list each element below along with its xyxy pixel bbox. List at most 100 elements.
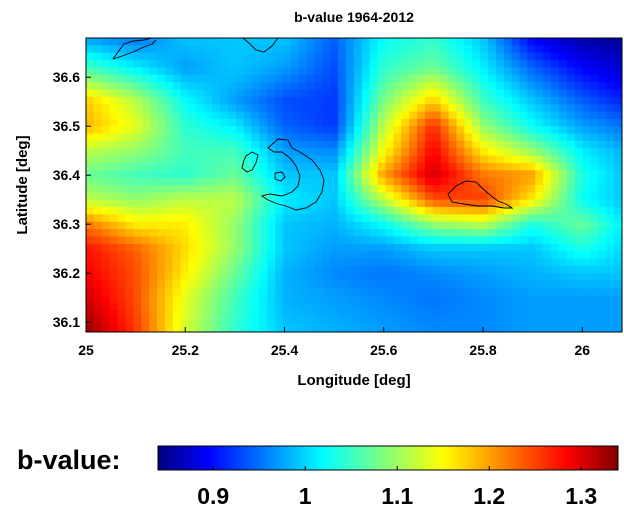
heatmap-cell bbox=[456, 178, 464, 186]
heatmap-cell bbox=[590, 126, 598, 134]
heatmap-cell bbox=[275, 214, 283, 222]
heatmap-cell bbox=[441, 281, 449, 289]
heatmap-cell bbox=[559, 288, 567, 296]
heatmap-cell bbox=[606, 207, 614, 215]
heatmap-cell bbox=[291, 310, 299, 318]
heatmap-cell bbox=[598, 60, 606, 68]
heatmap-cell bbox=[236, 266, 244, 274]
heatmap-cell bbox=[299, 273, 307, 281]
heatmap-cell bbox=[598, 148, 606, 156]
heatmap-cell bbox=[267, 222, 275, 230]
heatmap-cell bbox=[141, 170, 149, 178]
heatmap-cell bbox=[133, 60, 141, 68]
heatmap-cell bbox=[583, 214, 591, 222]
heatmap-cell bbox=[330, 178, 338, 186]
heatmap-cell bbox=[456, 156, 464, 164]
heatmap-cell bbox=[480, 222, 488, 230]
heatmap-cell bbox=[299, 156, 307, 164]
heatmap-cell bbox=[220, 266, 228, 274]
heatmap-cell bbox=[575, 200, 583, 208]
heatmap-cell bbox=[614, 229, 622, 237]
heatmap-cell bbox=[512, 244, 520, 252]
heatmap-cell bbox=[583, 295, 591, 303]
heatmap-cell bbox=[488, 97, 496, 105]
heatmap-cell bbox=[118, 141, 126, 149]
heatmap-cell bbox=[370, 112, 378, 120]
heatmap-cell bbox=[283, 303, 291, 311]
heatmap-cell bbox=[330, 310, 338, 318]
heatmap-cell bbox=[441, 259, 449, 267]
heatmap-cell bbox=[252, 281, 260, 289]
heatmap-cell bbox=[173, 82, 181, 90]
heatmap-cell bbox=[315, 281, 323, 289]
heatmap-cell bbox=[275, 53, 283, 61]
heatmap-cell bbox=[149, 67, 157, 75]
heatmap-cell bbox=[535, 222, 543, 230]
heatmap-cell bbox=[291, 134, 299, 142]
heatmap-cell bbox=[173, 112, 181, 120]
heatmap-cell bbox=[181, 266, 189, 274]
heatmap-cell bbox=[456, 60, 464, 68]
heatmap-cell bbox=[583, 251, 591, 259]
heatmap-cell bbox=[575, 317, 583, 325]
heatmap-cell bbox=[110, 104, 118, 112]
heatmap-cell bbox=[575, 222, 583, 230]
heatmap-cell bbox=[520, 273, 528, 281]
heatmap-cell bbox=[165, 200, 173, 208]
heatmap-cell bbox=[188, 148, 196, 156]
heatmap-cell bbox=[252, 229, 260, 237]
heatmap-cell bbox=[488, 38, 496, 46]
heatmap-cell bbox=[86, 273, 94, 281]
heatmap-cell bbox=[244, 156, 252, 164]
heatmap-cell bbox=[606, 163, 614, 171]
heatmap-cell bbox=[173, 45, 181, 53]
heatmap-cell bbox=[472, 82, 480, 90]
heatmap-cell bbox=[559, 104, 567, 112]
heatmap-cell bbox=[472, 251, 480, 259]
heatmap-cell bbox=[583, 89, 591, 97]
heatmap-cell bbox=[370, 259, 378, 267]
heatmap-cell bbox=[110, 325, 118, 333]
heatmap-cell bbox=[559, 281, 567, 289]
heatmap-cell bbox=[149, 60, 157, 68]
heatmap-cell bbox=[567, 281, 575, 289]
heatmap-cell bbox=[433, 126, 441, 134]
heatmap-cell bbox=[244, 185, 252, 193]
heatmap-cell bbox=[551, 134, 559, 142]
heatmap-cell bbox=[157, 170, 165, 178]
heatmap-cell bbox=[291, 200, 299, 208]
heatmap-cell bbox=[370, 60, 378, 68]
heatmap-cell bbox=[575, 38, 583, 46]
heatmap-cell bbox=[433, 288, 441, 296]
heatmap-cell bbox=[543, 141, 551, 149]
heatmap-cell bbox=[307, 67, 315, 75]
heatmap-cell bbox=[86, 67, 94, 75]
heatmap-cell bbox=[590, 236, 598, 244]
heatmap-cell bbox=[330, 112, 338, 120]
heatmap-cell bbox=[267, 163, 275, 171]
heatmap-cell bbox=[520, 251, 528, 259]
heatmap-cell bbox=[504, 163, 512, 171]
heatmap-cell bbox=[338, 38, 346, 46]
heatmap-cell bbox=[520, 75, 528, 83]
heatmap-cell bbox=[441, 251, 449, 259]
heatmap-cell bbox=[370, 222, 378, 230]
heatmap-cell bbox=[386, 251, 394, 259]
heatmap-cell bbox=[535, 273, 543, 281]
heatmap-cell bbox=[94, 266, 102, 274]
heatmap-cell bbox=[583, 82, 591, 90]
heatmap-cell bbox=[464, 45, 472, 53]
heatmap-cell bbox=[378, 156, 386, 164]
heatmap-cell bbox=[354, 325, 362, 333]
heatmap-cell bbox=[346, 82, 354, 90]
heatmap-cell bbox=[212, 288, 220, 296]
heatmap-cell bbox=[204, 134, 212, 142]
heatmap-cell bbox=[275, 126, 283, 134]
heatmap-cell bbox=[559, 310, 567, 318]
heatmap-cell bbox=[220, 259, 228, 267]
heatmap-cell bbox=[181, 38, 189, 46]
heatmap-cell bbox=[346, 97, 354, 105]
heatmap-cell bbox=[512, 295, 520, 303]
heatmap-cell bbox=[386, 266, 394, 274]
heatmap-cell bbox=[425, 38, 433, 46]
